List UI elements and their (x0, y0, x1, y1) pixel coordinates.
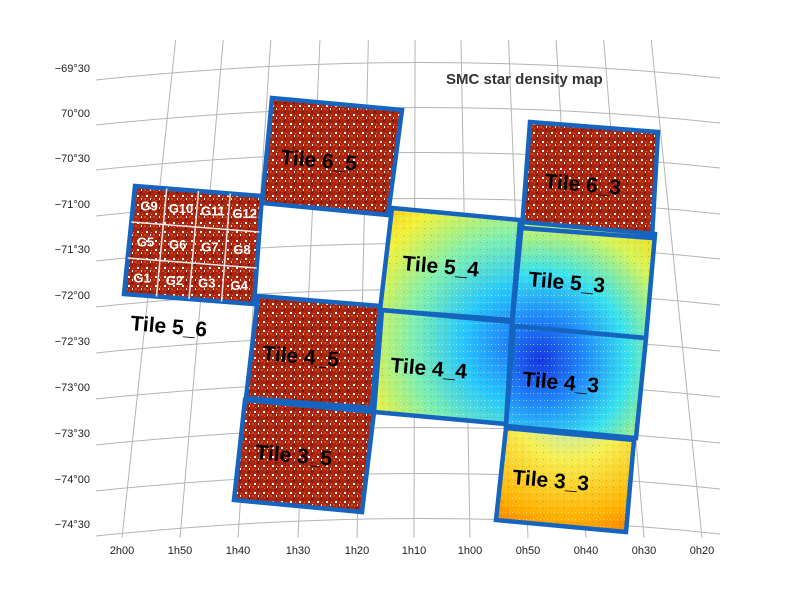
tile-border (519, 119, 661, 241)
tile-border (243, 293, 383, 411)
right-ascension-tick-label: 1h50 (168, 545, 192, 557)
declination-grid-line (95, 107, 721, 126)
declination-tick-label: −71°00 (55, 199, 90, 211)
tile-speckle-overlay (512, 222, 655, 338)
subregion-label-g7: G7 (201, 239, 218, 254)
declination-tick-label: 70°00 (61, 108, 90, 120)
declination-tick-label: −70°30 (55, 153, 90, 165)
declination-tick-label: −71°30 (55, 244, 90, 256)
survey-tiles: G9 G10 G11 G12 G5 G6 G7 G8 G1 G2 G3 G4 (121, 95, 661, 535)
declination-tick-label: −69°30 (55, 63, 90, 75)
declination-tick-label: −72°00 (55, 290, 90, 302)
declination-tick-label: −73°00 (55, 382, 90, 394)
declination-tick-label: −72°30 (55, 336, 90, 348)
declination-tick-label: −74°30 (55, 519, 90, 531)
tile-speckle-overlay (496, 428, 634, 532)
subregion-divider (131, 221, 260, 233)
subregion-divider (188, 190, 200, 300)
right-ascension-tick-label: 2h00 (110, 545, 134, 557)
subregion-divider (127, 257, 257, 269)
subregion-divider (220, 193, 231, 302)
subregion-label-g5: G5 (137, 234, 154, 249)
subregion-label-g4: G4 (230, 278, 248, 293)
tile-speckle-overlay (374, 310, 512, 424)
right-ascension-tick-label: 0h20 (690, 545, 714, 557)
tile-speckle-overlay (380, 208, 520, 320)
tile-6-5-image (262, 98, 402, 215)
right-ascension-tick-label: 1h00 (458, 545, 482, 557)
subregion-label-g8: G8 (233, 242, 250, 257)
declination-axis: −69°30 70°00 −70°30 −71°00 −71°30 −72°00 −72°3… (55, 63, 90, 531)
right-ascension-grid-line (650, 39, 703, 539)
right-ascension-tick-label: 1h20 (345, 545, 369, 557)
declination-tick-label: −74°00 (55, 474, 90, 486)
subregion-label-g10: G10 (169, 201, 194, 216)
tile-4-5-image (246, 296, 380, 408)
subregion-label-g11: G11 (201, 203, 225, 218)
tile-border (231, 397, 377, 515)
tile-border (493, 425, 637, 535)
subregion-label-g1: G1 (133, 270, 150, 285)
subregion-label-g2: G2 (166, 273, 183, 288)
subregion-grid: G9 G10 G11 G12 G5 G6 G7 G8 G1 G2 G3 G4 (127, 188, 260, 302)
tile-border (259, 95, 405, 218)
declination-grid-line (95, 62, 721, 81)
right-ascension-tick-label: 1h10 (402, 545, 426, 557)
right-ascension-tick-label: 0h50 (516, 545, 540, 557)
right-ascension-axis: 2h00 1h50 1h40 1h30 1h20 1h10 1h00 0h50 0h40 0h30… (110, 545, 714, 557)
tile-label-5-6: Tile 5_6 (130, 312, 208, 342)
subregion-label-g3: G3 (198, 275, 215, 290)
subregion-label-g9: G9 (140, 198, 157, 213)
right-ascension-tick-label: 0h40 (574, 545, 598, 557)
tile-speckle-overlay (506, 326, 646, 438)
tile-3-5-image (234, 400, 374, 512)
declination-tick-label: −73°30 (55, 428, 90, 440)
right-ascension-tick-label: 0h30 (632, 545, 656, 557)
subregion-divider (155, 188, 168, 297)
right-ascension-tick-label: 1h30 (286, 545, 310, 557)
map-title: SMC star density map (446, 71, 603, 88)
subregion-label-g6: G6 (169, 237, 186, 252)
tile-6-3-image (522, 122, 658, 238)
right-ascension-tick-label: 1h40 (226, 545, 250, 557)
subregion-label-g12: G12 (232, 206, 257, 221)
